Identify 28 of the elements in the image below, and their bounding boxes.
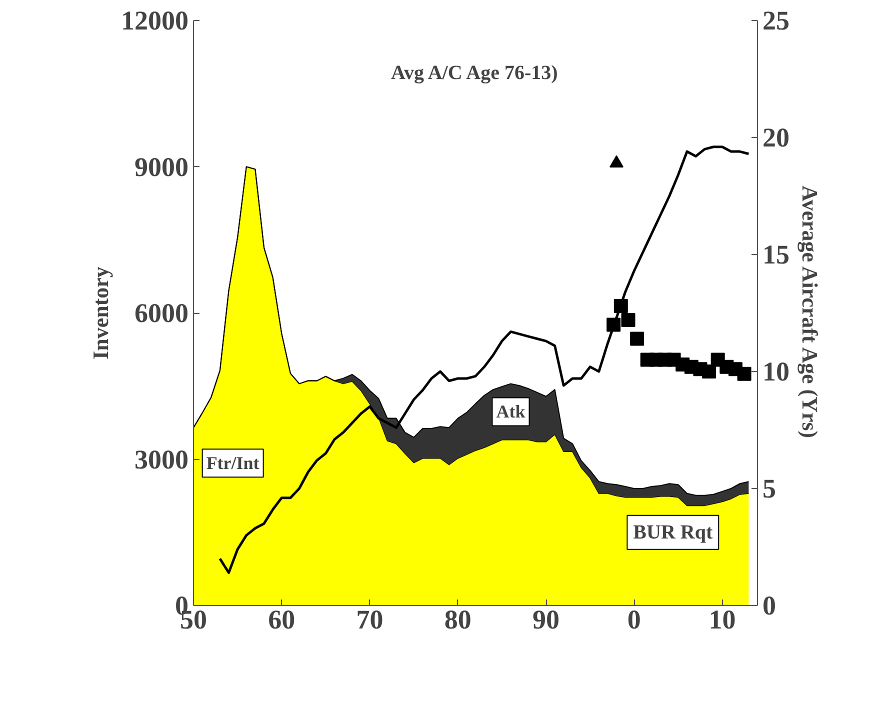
y-tick-label: 12000 (121, 6, 188, 36)
series-label: Ftr/Int (206, 453, 260, 474)
y-tick-label: 3000 (134, 444, 188, 474)
annotation: BUR Rqt (633, 521, 713, 544)
y-tick-label: 6000 (134, 298, 188, 328)
x-tick-label: 70 (356, 604, 384, 634)
y-axis-title: Inventory (88, 266, 113, 360)
point (737, 366, 752, 381)
y-tick-label: 9000 (134, 152, 188, 182)
y2-tick-label: 5 (762, 474, 776, 504)
y2-tick-label: 15 (762, 240, 790, 270)
x-tick-label: 80 (444, 604, 472, 634)
point (702, 364, 716, 378)
y2-axis-title: Average Aircraft Age (Yrs) (798, 185, 822, 438)
text: Avg A/C Age 76-13) (390, 62, 558, 84)
x-tick-label: 60 (268, 604, 296, 634)
series-label: Atk (496, 402, 526, 422)
point (610, 155, 624, 168)
y2-tick-label: 10 (762, 356, 790, 386)
x-tick-label: 0 (627, 604, 641, 634)
point (614, 298, 628, 313)
point (630, 332, 644, 346)
x-tick-label: 10 (708, 604, 736, 634)
x-tick-label: 90 (532, 604, 560, 634)
y2-tick-label: 20 (762, 122, 790, 152)
point (606, 318, 621, 332)
point (621, 313, 636, 328)
y2-tick-label: 25 (762, 6, 790, 36)
